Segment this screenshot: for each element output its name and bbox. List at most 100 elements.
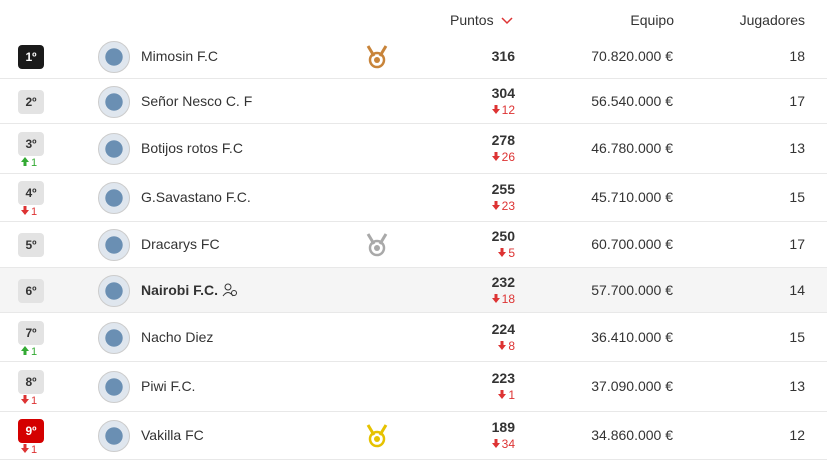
players-count: 13 [789,378,805,394]
team-value: 57.700.000 € [591,281,673,298]
points: 250 [491,228,515,244]
points-change-value: 8 [508,338,515,353]
players-count: 18 [789,48,805,64]
trend-arrow [491,201,500,210]
trend-arrow [498,340,507,350]
team-row[interactable]: 3º 1 Botijos rotos F.C 278 26 46.780.000 € 13 [0,124,827,174]
team-value: 34.860.000 € [591,427,673,443]
team-row[interactable]: 6º Nairobi F.C. 232 18 57.700.000 € 14 [0,268,827,313]
team-name: Nacho Diez [141,328,214,345]
points-change-value: 12 [501,102,515,117]
sort-points[interactable]: Puntos [450,12,514,28]
players-count: 17 [789,236,805,252]
players-count: 15 [789,189,805,205]
position-badge: 2º [18,89,44,114]
position-badge: 3º [18,132,44,156]
trend-arrow [491,152,500,161]
medal-icon [366,45,388,69]
team-row[interactable]: 8º 1 Piwi F.C. 223 1 37.090.000 €13 [0,362,827,412]
players-count: 15 [789,328,805,345]
position-badge: 4º [18,181,44,205]
team-avatar [98,133,130,165]
team-avatar [98,420,130,452]
team-row[interactable]: 4º 1 G.Savastano F.C. 255 23 45.710.000 € 15 [0,174,827,222]
players-count: 12 [789,427,805,443]
team-avatar [98,371,130,403]
points: 223 [491,370,515,386]
team-name: Mimosin F.C [141,48,219,64]
team-avatar [98,274,130,307]
trend-arrow [491,293,500,303]
team-name: Nairobi F.C. [141,282,238,298]
team-row[interactable]: 1º Mimosin F.C 316 70.820.000 € 18 [0,35,827,79]
team-value: 45.710.000 € [591,189,673,205]
header-players[interactable]: Jugadores [739,12,805,28]
points: 278 [491,132,515,148]
points-change: 34 [435,437,515,451]
medal [366,233,388,260]
points-change-value: 26 [501,150,515,164]
points-change-value: 1 [508,388,515,402]
team-value: 37.090.000 € [591,378,673,394]
trend-arrow [21,444,29,453]
position-badge: 7º [18,320,44,345]
points-change: 26 [435,150,515,164]
team-row[interactable]: 9º 1 Vakilla FC 189 34 34.860.000 € 12 [0,412,827,460]
points-change-value: 34 [501,437,515,451]
team-value: 46.780.000 € [591,140,673,156]
points-change-value: 5 [508,246,515,260]
team-name: Señor Nesco C. F [141,92,253,109]
points-change: 5 [435,246,515,260]
medal-icon [366,424,388,448]
position-badge: 8º [18,370,44,394]
points-change: 8 [435,339,515,353]
team-name: Dracarys FC [141,236,220,252]
position-badge: 1º [18,45,44,69]
points-change-value: 23 [501,199,515,213]
team-row[interactable]: 2º Señor Nesco C. F 304 12 56.540.000 € 17 [0,79,827,124]
team-name: Botijos rotos F.C [141,140,243,156]
trend-arrow [21,345,29,355]
trend-arrow [498,390,507,399]
manager-icon [222,283,238,296]
team-row[interactable]: 7º 1 Nacho Diez 224 8 36.410.000 € 15 [0,313,827,362]
medal-icon [366,233,388,257]
trend-arrow [21,395,29,404]
position-change-value: 1 [31,157,38,169]
points-change: 12 [435,103,515,117]
position-badge: 6º [18,278,44,303]
position-change: 1 [20,205,46,218]
players-count: 17 [789,92,805,109]
team-value: 70.820.000 € [591,48,673,64]
points-change-value: 18 [501,291,515,306]
team-avatar [98,321,130,354]
position-change-value: 1 [31,444,38,456]
trend-arrow [498,248,507,257]
points: 304 [491,84,515,101]
points: 224 [491,320,515,337]
team-name: G.Savastano F.C. [141,189,251,205]
team-name: Piwi F.C. [141,378,196,394]
points: 255 [491,181,515,197]
trend-arrow [21,157,29,166]
team-value: 56.540.000 € [591,92,673,109]
players-count: 13 [789,140,805,156]
sort-chevron [501,17,514,25]
team-value: 36.410.000 € [591,328,673,345]
team-row[interactable]: 5º Dracarys FC 250 5 60.700.000 € 17 [0,222,827,268]
points-change: 18 [435,292,515,306]
position-change: 1 [20,345,46,358]
trend-arrow [21,206,29,215]
team-avatar [98,85,130,118]
header-points: Puntos [450,12,494,28]
points: 232 [491,273,515,290]
medal [366,424,388,451]
team-avatar [98,41,130,73]
trend-arrow [491,104,500,114]
header-team-value[interactable]: Equipo [630,12,674,28]
position-change-value: 1 [31,395,38,407]
position-change-value: 1 [31,206,38,218]
